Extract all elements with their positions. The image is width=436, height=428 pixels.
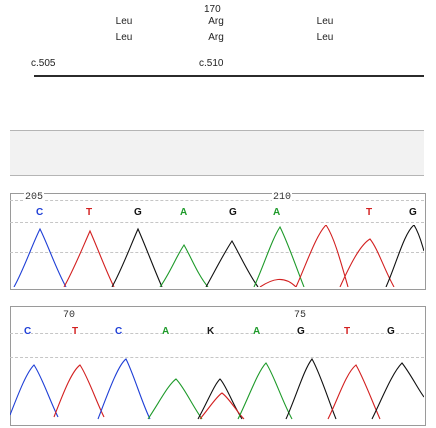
amino-acid-mid-2: Arg [208, 32, 224, 43]
base-call: C [115, 326, 123, 337]
amino-acid-right-1: Leu [316, 16, 334, 27]
base-call: T [366, 207, 373, 218]
base-call: G [387, 326, 395, 337]
base-call: A [273, 207, 281, 218]
trace-g-4 [285, 358, 337, 420]
base-call: T [72, 326, 79, 337]
base-call: A [180, 207, 188, 218]
trace-minor-1 [259, 278, 297, 287]
trace-a-1 [159, 243, 209, 287]
trace-a-4 [237, 362, 293, 420]
trace-c-3 [97, 358, 151, 420]
base-call: A [162, 326, 170, 337]
trace-c-1 [13, 227, 67, 287]
amino-acid-mid-1: Arg [208, 16, 224, 27]
base-call: G [409, 207, 417, 218]
ruler-mark-75: 75 [294, 310, 307, 321]
ruler-mark-70: 70 [63, 310, 76, 321]
trace-t-1 [63, 229, 115, 287]
trace-t-4 [53, 364, 105, 418]
base-call: C [36, 207, 44, 218]
trace-g-1 [111, 227, 163, 287]
trace-c-2 [10, 364, 59, 418]
base-call: G [229, 207, 237, 218]
amino-acid-right-2: Leu [316, 32, 334, 43]
cdna-position-right: c.510 [199, 58, 224, 69]
base-call: T [344, 326, 351, 337]
ruler-line-2 [10, 333, 424, 334]
base-call: K [207, 326, 215, 337]
trace-a-3 [147, 378, 203, 420]
trace-k-g [197, 378, 243, 420]
grid-line-2a [10, 357, 424, 358]
trace-k-t [199, 392, 245, 420]
chromatogram-panel-1 [10, 193, 426, 290]
ruler-line-1 [10, 200, 424, 201]
base-call: C [24, 326, 32, 337]
ruler-mark-210: 210 [272, 192, 293, 203]
grid-line-1b [10, 252, 424, 253]
ruler-mark-205: 205 [24, 192, 45, 203]
base-call: G [134, 207, 142, 218]
base-call: T [86, 207, 93, 218]
amino-acid-left-2: Leu [115, 32, 133, 43]
amino-acid-left-1: Leu [115, 16, 133, 27]
base-call: G [297, 326, 305, 337]
trace-g-5 [371, 362, 424, 420]
chromatogram-panel-2 [10, 306, 426, 426]
separator-band [10, 130, 424, 176]
trace-g-3 [385, 225, 424, 287]
grid-line-1a [10, 222, 424, 223]
trace-a-2 [253, 225, 305, 287]
codon-number: 170 [204, 4, 221, 15]
trace-t-3 [339, 238, 395, 287]
trace-t-2 [295, 225, 349, 287]
reference-sequence-bar [34, 75, 424, 77]
trace-t-5 [327, 364, 381, 420]
trace-g-2 [205, 239, 259, 287]
cdna-position-left: c.505 [31, 58, 56, 69]
chromatogram-trace-2 [10, 358, 424, 420]
chromatogram-trace-1 [13, 225, 424, 287]
base-call: A [253, 326, 261, 337]
